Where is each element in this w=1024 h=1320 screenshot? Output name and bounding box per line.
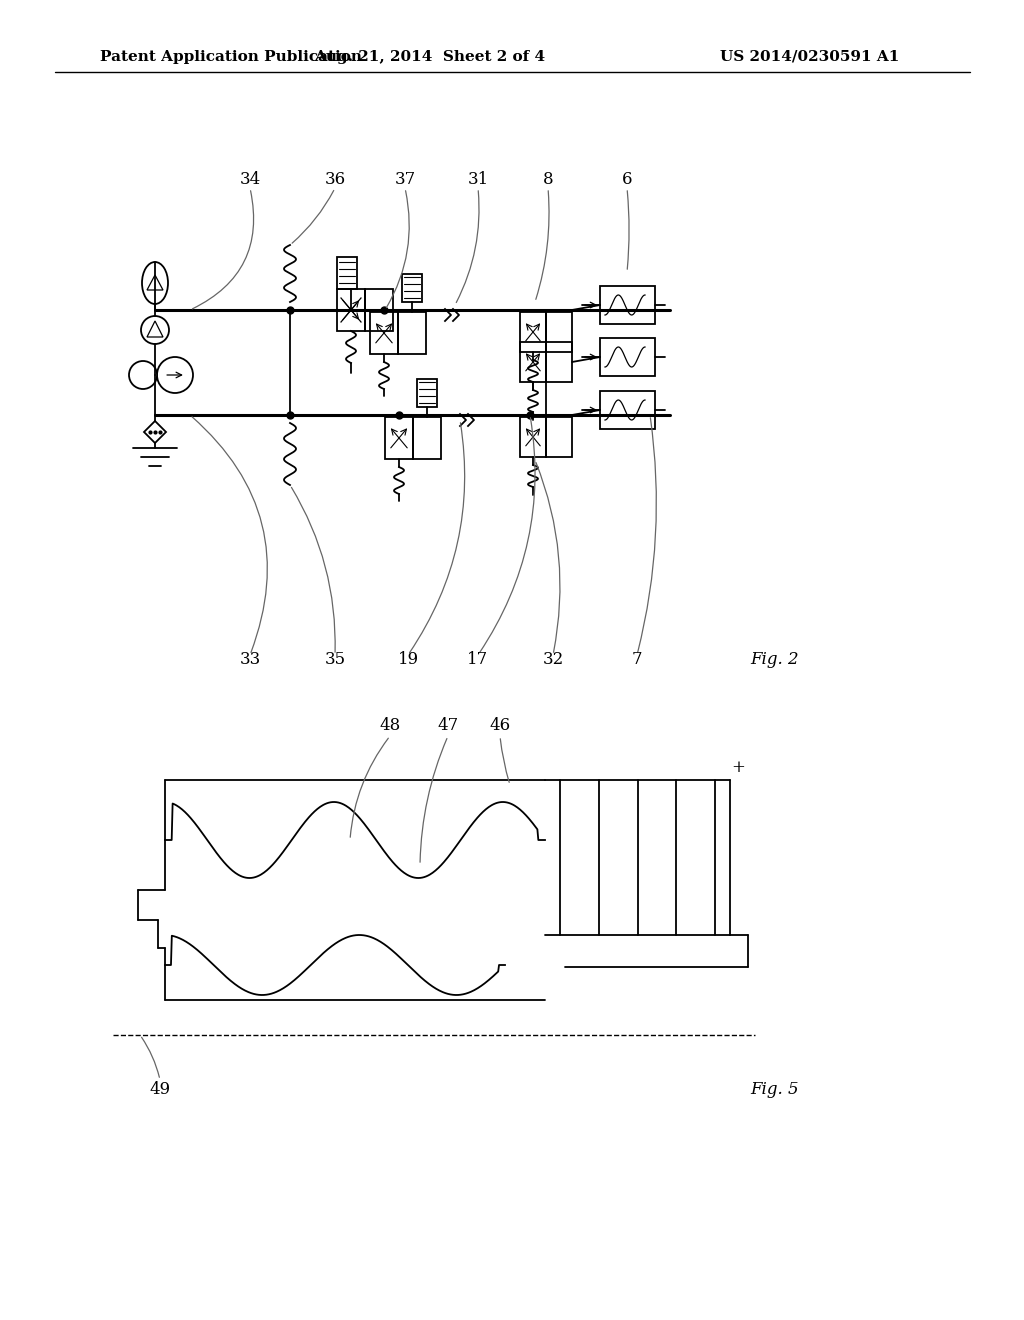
Text: 47: 47	[437, 718, 459, 734]
Bar	[600, 391, 655, 429]
Text: 48: 48	[379, 718, 400, 734]
Bar	[337, 289, 365, 331]
Bar	[417, 379, 437, 407]
Bar	[365, 289, 393, 331]
Bar	[520, 342, 546, 381]
Text: 35: 35	[325, 652, 345, 668]
Bar	[402, 275, 422, 302]
Text: 46: 46	[489, 718, 511, 734]
Text: 17: 17	[467, 652, 488, 668]
Text: 34: 34	[240, 172, 261, 189]
Bar	[385, 417, 413, 459]
Text: 6: 6	[622, 172, 632, 189]
Bar	[520, 312, 546, 352]
Bar	[398, 312, 426, 354]
Text: Patent Application Publication: Patent Application Publication	[100, 50, 362, 63]
Polygon shape	[147, 275, 163, 290]
Circle shape	[141, 315, 169, 345]
Bar	[370, 312, 398, 354]
Bar	[546, 342, 572, 381]
Text: 7: 7	[632, 652, 642, 668]
Text: 37: 37	[394, 172, 416, 189]
Bar	[337, 257, 357, 289]
Text: Fig. 2: Fig. 2	[750, 652, 799, 668]
Text: 36: 36	[325, 172, 345, 189]
Circle shape	[157, 356, 193, 393]
Text: US 2014/0230591 A1: US 2014/0230591 A1	[720, 50, 899, 63]
Text: +: +	[731, 759, 744, 776]
Text: Aug. 21, 2014  Sheet 2 of 4: Aug. 21, 2014 Sheet 2 of 4	[314, 50, 546, 63]
Circle shape	[129, 360, 157, 389]
Bar	[600, 338, 655, 376]
Text: 19: 19	[397, 652, 419, 668]
Text: 32: 32	[543, 652, 563, 668]
Ellipse shape	[142, 261, 168, 304]
Text: 31: 31	[467, 172, 488, 189]
Bar	[600, 286, 655, 323]
Bar	[546, 417, 572, 457]
Bar	[520, 417, 546, 457]
Text: 8: 8	[543, 172, 553, 189]
Text: 49: 49	[150, 1081, 171, 1098]
Polygon shape	[144, 421, 166, 444]
Text: 33: 33	[240, 652, 261, 668]
Text: Fig. 5: Fig. 5	[750, 1081, 799, 1098]
Bar	[413, 417, 441, 459]
Bar	[546, 312, 572, 352]
Polygon shape	[147, 321, 163, 337]
